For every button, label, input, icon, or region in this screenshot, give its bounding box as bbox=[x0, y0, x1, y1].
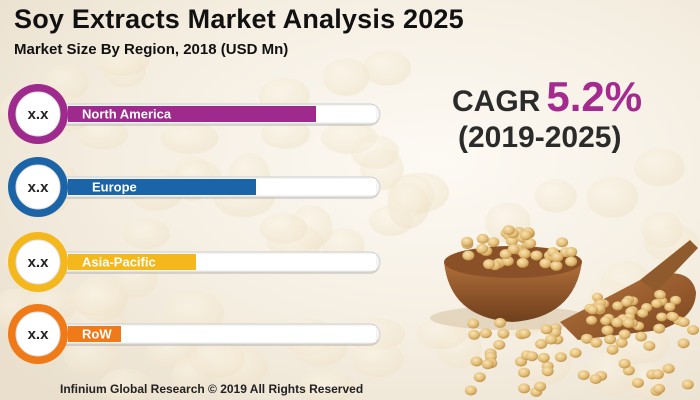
bar-asia-pacific bbox=[68, 254, 196, 270]
category-label: RoW bbox=[82, 327, 112, 342]
category-label: North America bbox=[82, 107, 172, 122]
value-circle bbox=[15, 239, 61, 285]
bar-north-america bbox=[68, 106, 316, 122]
cagr-value: 5.2% bbox=[546, 73, 643, 120]
value-label: x.x bbox=[28, 326, 50, 343]
soybean-bowl-image bbox=[430, 225, 700, 397]
value-circle bbox=[15, 311, 61, 357]
category-label: Asia-Pacific bbox=[82, 255, 156, 270]
page-subtitle: Market Size By Region, 2018 (USD Mn) bbox=[14, 41, 289, 58]
cagr-block: CAGR 5.2% bbox=[452, 73, 642, 121]
cagr-label: CAGR bbox=[452, 85, 541, 118]
bar-europe bbox=[68, 179, 256, 195]
value-circle bbox=[15, 164, 61, 210]
category-label: Europe bbox=[92, 180, 137, 195]
bar-row bbox=[68, 326, 121, 342]
page-title: Soy Extracts Market Analysis 2025 bbox=[14, 4, 464, 34]
bar-track-inner bbox=[68, 326, 376, 342]
cagr-period: (2019-2025) bbox=[458, 121, 622, 154]
copyright-footer: Infinium Global Research © 2019 All Righ… bbox=[60, 382, 364, 396]
value-label: x.x bbox=[28, 106, 50, 123]
faint-beans-pattern bbox=[0, 44, 700, 400]
value-label: x.x bbox=[28, 254, 50, 271]
value-label: x.x bbox=[28, 179, 50, 196]
value-circle bbox=[15, 91, 61, 137]
